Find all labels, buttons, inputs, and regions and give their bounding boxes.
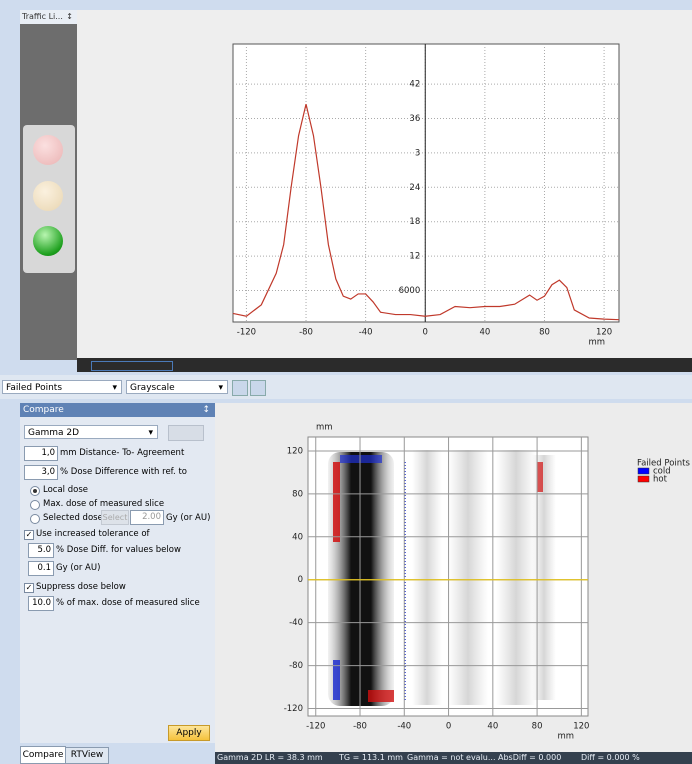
radio-label: Max. dose of measured slice [43, 499, 164, 509]
radio-label: Local dose [43, 485, 88, 495]
tool-button[interactable] [250, 380, 266, 396]
panel-title-text: Compare [23, 405, 64, 415]
gamma-area [215, 403, 692, 752]
field-label: % Dose Diff. for values below [56, 545, 181, 555]
tabs: Compare RTView [20, 746, 110, 764]
mode-dropdown[interactable]: Failed Points▾ [2, 380, 122, 394]
checkbox[interactable]: ✓ [24, 530, 34, 540]
colormap-text: Grayscale [130, 383, 175, 393]
toolbar: Failed Points▾ Grayscale▾ [0, 375, 692, 399]
settings-button[interactable] [168, 425, 204, 441]
input-field[interactable]: 10.0 [28, 596, 54, 611]
checkbox-label: Suppress dose below [36, 582, 126, 592]
checkbox[interactable]: ✓ [24, 583, 34, 593]
red-light [33, 135, 63, 165]
yellow-light [33, 181, 63, 211]
status-item: AbsDiff = 0.000 [498, 752, 561, 764]
traffic-light [23, 125, 75, 273]
traffic-panel: Traffic Li...↕ [20, 10, 77, 360]
profile-buttons[interactable] [91, 361, 173, 371]
radio-label: Selected dose [43, 513, 103, 523]
mode-text: Failed Points [6, 383, 62, 393]
checkbox-label: Use increased tolerance of [36, 529, 150, 539]
tool-button[interactable] [232, 380, 248, 396]
status-item: TG = 113.1 mm [339, 752, 403, 764]
input-field[interactable]: 5.0 [28, 543, 54, 558]
input-field[interactable]: 2.00 [130, 510, 164, 525]
method-dropdown[interactable]: Gamma 2D▾ [24, 425, 158, 439]
status-item: Gamma = not evalu... [407, 752, 496, 764]
panel-title-text: Traffic Li... [22, 12, 63, 21]
app-window: Traffic Li...↕ Failed Points▾ Grayscale▾… [0, 0, 692, 764]
tab[interactable]: Compare [20, 746, 66, 764]
field-label: % of max. dose of measured slice [56, 598, 200, 608]
input-field[interactable]: 0.1 [28, 561, 54, 576]
field-label: % Dose Difference with ref. to [60, 467, 187, 477]
apply-button[interactable]: Apply [168, 725, 210, 741]
panel-header: Compare↕ [20, 403, 215, 417]
status-bar: Gamma 2D LR = 38.3 mm TG = 113.1 mm Gamm… [215, 752, 692, 764]
radio[interactable] [30, 514, 40, 524]
select-button[interactable]: Select [101, 510, 129, 525]
field-label: Gy (or AU) [166, 513, 210, 523]
colormap-dropdown[interactable]: Grayscale▾ [126, 380, 228, 394]
radio[interactable] [30, 486, 40, 496]
status-item: Gamma 2D LR = 38.3 mm [217, 752, 323, 764]
status-item: Diff = 0.000 % [581, 752, 640, 764]
compare-panel: Compare↕ Gamma 2D▾ 1,0 mm Distance- To- … [20, 403, 215, 743]
panel-title: Traffic Li...↕ [20, 10, 77, 24]
method-text: Gamma 2D [28, 428, 79, 438]
field-label: mm Distance- To- Agreement [60, 448, 184, 458]
profile-area [77, 10, 692, 358]
profile-toolbar [77, 358, 692, 372]
green-light [33, 226, 63, 256]
radio[interactable] [30, 500, 40, 510]
field-label: Gy (or AU) [56, 563, 100, 573]
input-field[interactable]: 3,0 [24, 465, 58, 480]
input-field[interactable]: 1,0 [24, 446, 58, 461]
tab[interactable]: RTView [65, 747, 109, 764]
